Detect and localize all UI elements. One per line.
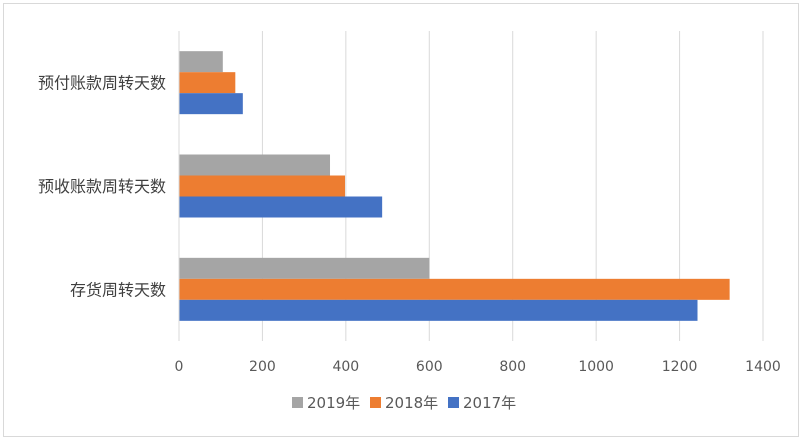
bar-3-1: [179, 93, 243, 115]
legend-swatch: [370, 397, 381, 408]
legend-label: 2019年: [307, 394, 360, 412]
legend-swatch: [448, 397, 459, 408]
gridlines: [178, 31, 764, 341]
bar-3-3: [179, 299, 698, 321]
category-label: 存货周转天数: [70, 280, 166, 299]
bar-3-2: [179, 196, 383, 218]
legend-swatch: [292, 397, 303, 408]
x-tick-label: 0: [175, 359, 184, 375]
x-tick-label: 200: [249, 359, 276, 375]
x-tick-label: 1200: [662, 359, 698, 375]
x-tick-label: 1400: [745, 359, 781, 375]
x-tick-label: 1000: [578, 359, 614, 375]
axes: 0 200 400 600 800 1000 1200 1400 预付账款周转天数预收账款周转天…: [38, 31, 781, 375]
legend-label: 2017年: [463, 394, 516, 412]
legend[interactable]: 2019年 2018年 2017年: [292, 394, 516, 412]
bar-chart: 0 200 400 600 800 1000 1200 1400 预付账款周转天数预收账款周转天…: [38, 31, 781, 412]
bar-2-2: [179, 175, 346, 197]
bar-1-1: [179, 51, 223, 73]
x-tick-label: 800: [499, 359, 526, 375]
bar-2-3: [179, 278, 730, 300]
legend-label: 2018年: [385, 394, 438, 412]
bar-1-2: [179, 154, 331, 176]
category-label: 预收账款周转天数: [38, 177, 166, 196]
x-tick-label: 400: [332, 359, 359, 375]
x-tick-label: 600: [416, 359, 443, 375]
bar-1-3: [179, 257, 430, 279]
bars: [179, 51, 730, 321]
category-label: 预付账款周转天数: [38, 74, 166, 93]
chart-frame: 0 200 400 600 800 1000 1200 1400 预付账款周转天数 预收账款周转天…: [3, 3, 799, 437]
bar-2-1: [179, 72, 236, 94]
